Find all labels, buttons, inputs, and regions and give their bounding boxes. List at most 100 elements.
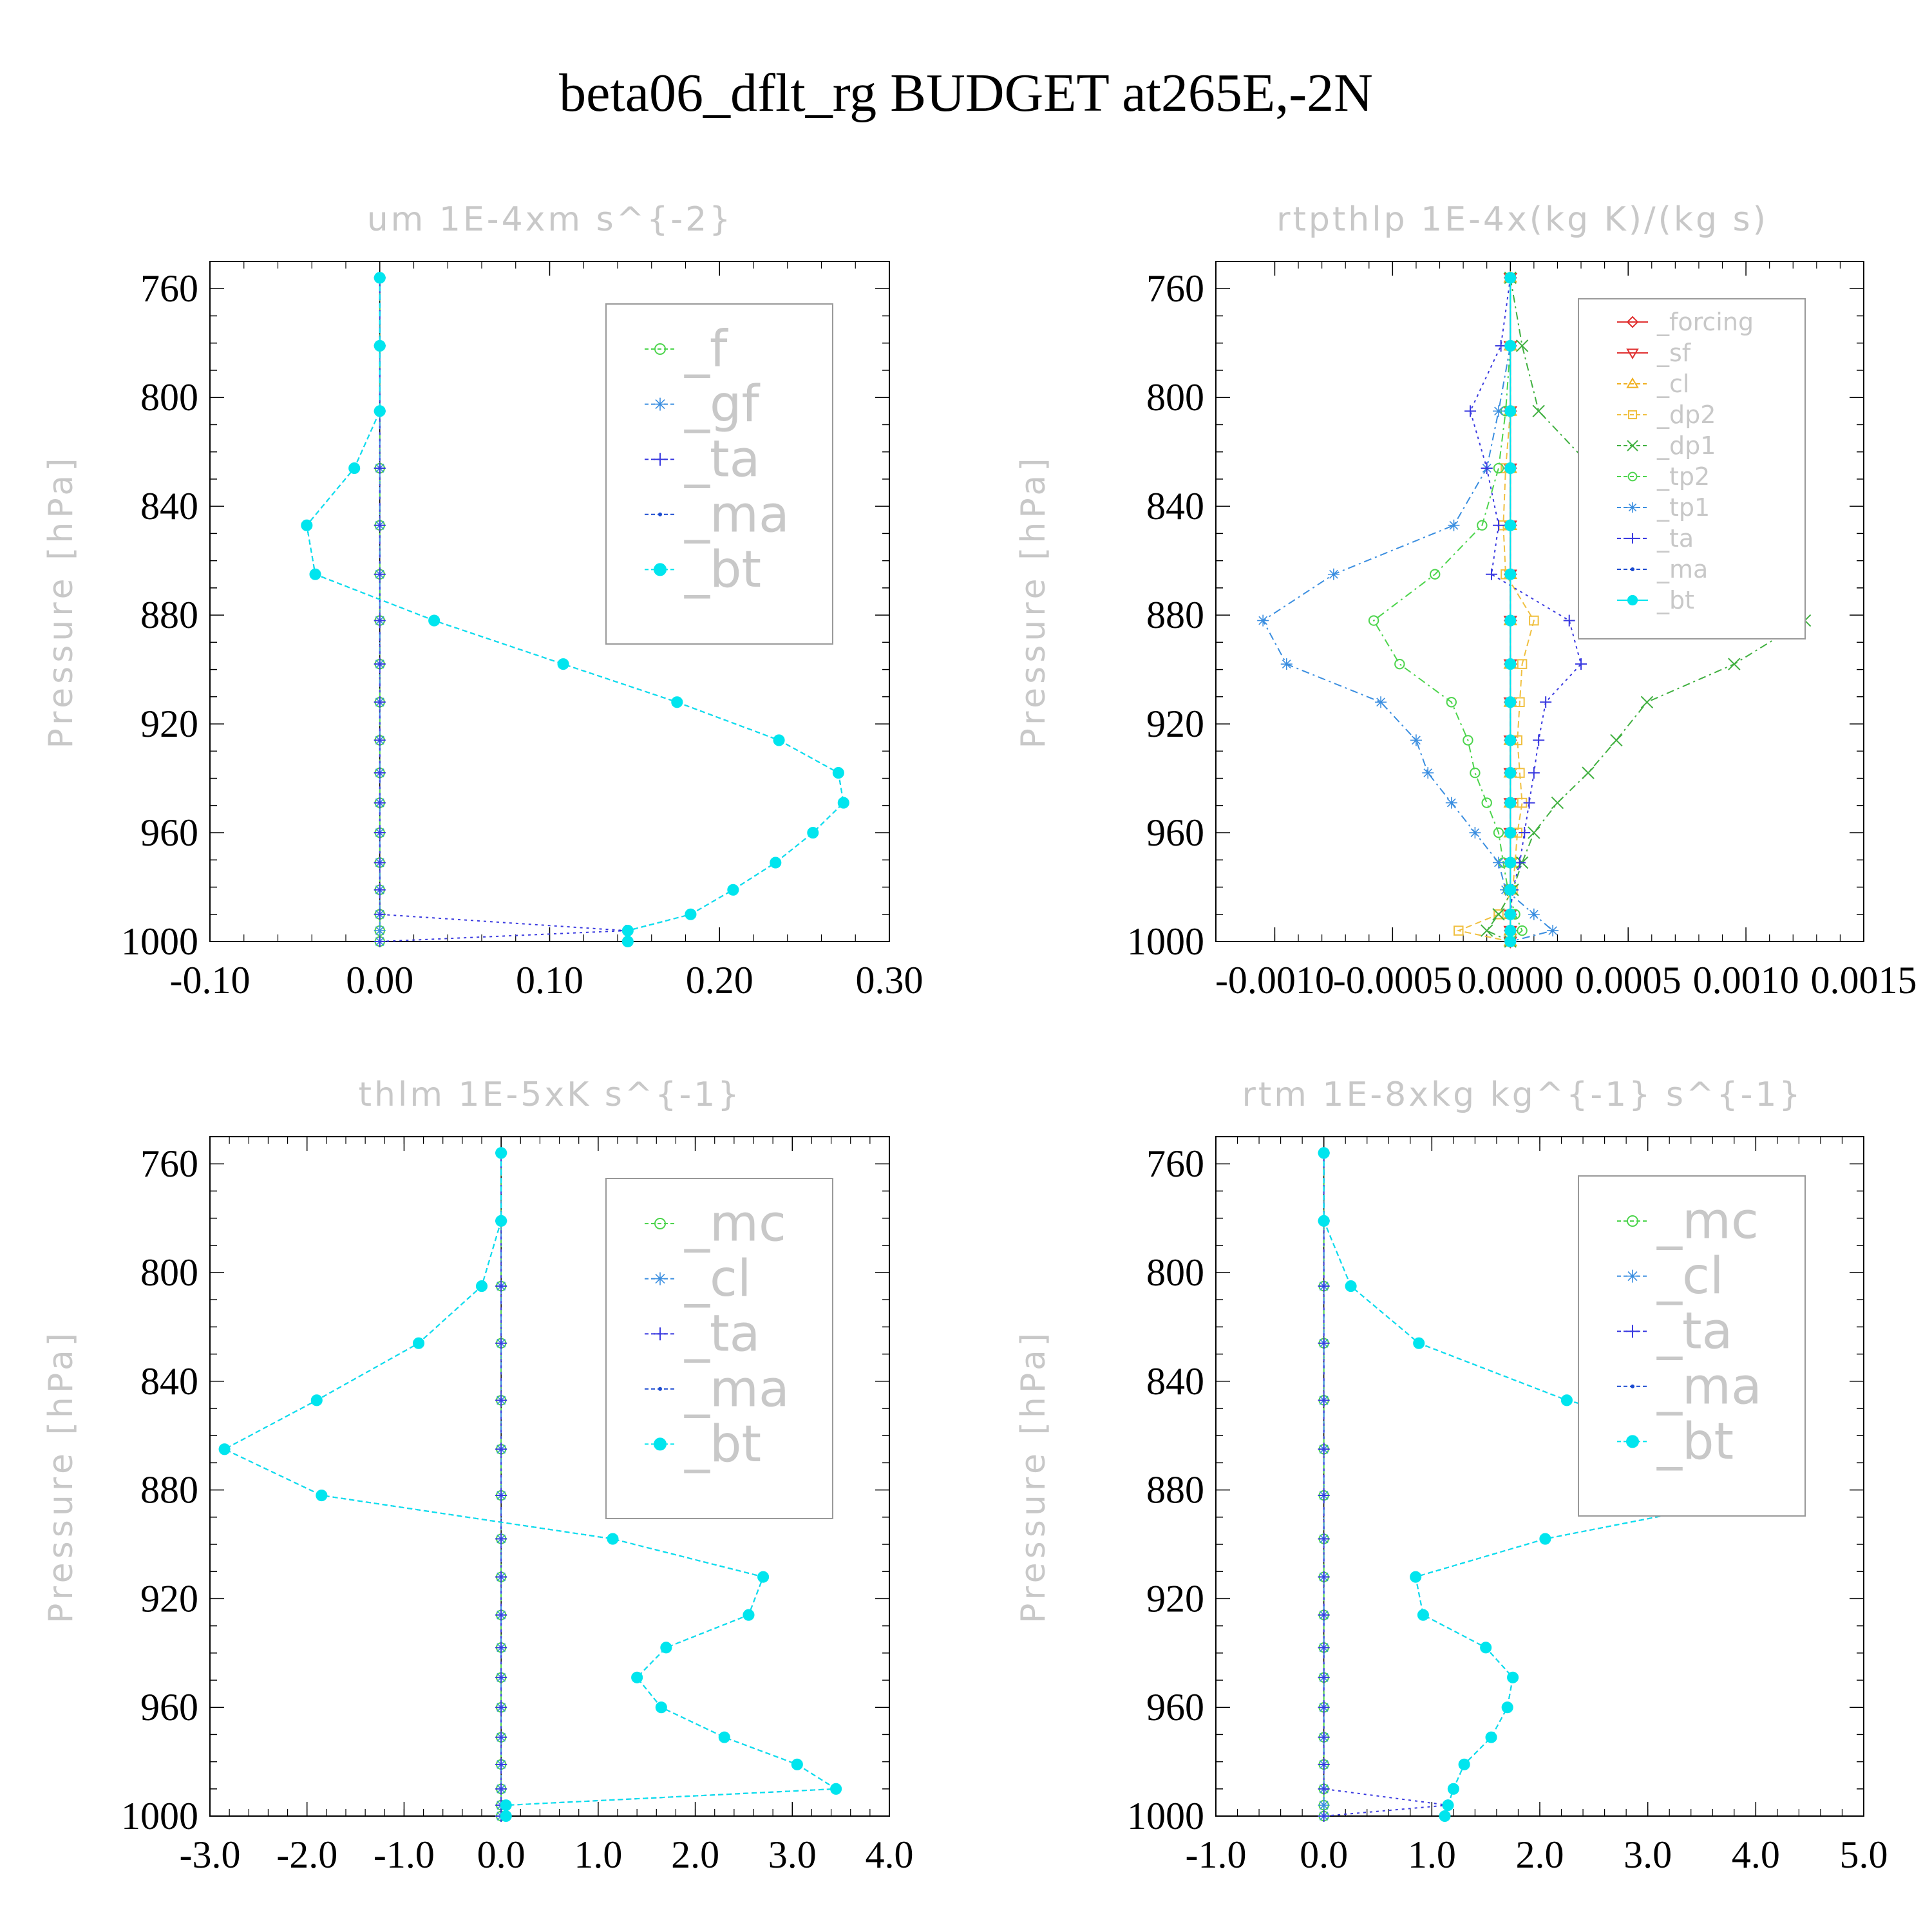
data-point <box>1529 615 1539 626</box>
data-point <box>1318 1215 1330 1227</box>
data-point <box>743 1609 755 1621</box>
y-tick-label: 760 <box>140 267 198 310</box>
data-point <box>1413 1337 1425 1349</box>
data-point <box>1477 520 1488 531</box>
data-point <box>495 1671 507 1683</box>
data-point <box>1430 569 1441 580</box>
data-point <box>1448 519 1460 531</box>
data-point <box>1375 696 1387 708</box>
y-tick-label: 880 <box>140 594 198 636</box>
legend-label: _cl <box>1656 1247 1724 1305</box>
legend-label: _bt <box>1656 1413 1734 1471</box>
data-point <box>1280 658 1293 670</box>
y-tick-label: 760 <box>1146 1142 1204 1185</box>
data-point <box>1318 1337 1330 1349</box>
data-point <box>1492 857 1504 869</box>
data-point <box>1493 909 1504 920</box>
x-tick-label: 0.00 <box>346 959 413 1001</box>
data-point <box>1492 908 1505 921</box>
data-point <box>1318 1609 1330 1621</box>
data-point <box>348 462 361 475</box>
data-point <box>757 1571 770 1583</box>
data-point <box>1728 658 1741 670</box>
y-tick-label: 840 <box>140 485 198 527</box>
legend-label: _f <box>684 321 728 379</box>
y-tick-label: 800 <box>1146 1251 1204 1294</box>
data-point <box>495 1609 507 1621</box>
data-point <box>1492 405 1504 417</box>
data-point <box>1504 519 1517 531</box>
data-point <box>1504 734 1517 746</box>
legend-label: _bt <box>684 1416 761 1473</box>
data-point <box>1523 797 1535 809</box>
panel-title: um 1E-4xm s^{-2} <box>367 200 734 239</box>
data-point <box>660 1642 672 1654</box>
data-point <box>374 734 386 746</box>
data-point <box>495 1701 507 1714</box>
chart-panel-1: um 1E-4xm s^{-2} Pressure [hPa] 760 800 840 8… <box>42 200 923 1001</box>
data-point <box>1458 1758 1470 1770</box>
data-point <box>374 462 386 475</box>
y-tick-label: 1000 <box>1127 920 1204 963</box>
data-point <box>475 1280 488 1293</box>
data-point <box>1504 826 1517 839</box>
data-point <box>1318 1783 1330 1795</box>
data-point <box>1540 696 1552 708</box>
y-tick-label: 800 <box>140 376 198 419</box>
x-tick-label: 1.0 <box>574 1833 622 1876</box>
legend-marker <box>658 1387 662 1391</box>
legend-label: _mc <box>1656 1193 1759 1251</box>
y-tick-label: 920 <box>140 1577 198 1620</box>
data-point <box>309 568 321 580</box>
data-point <box>1532 404 1545 418</box>
data-point <box>1551 796 1564 810</box>
data-point <box>832 767 844 779</box>
data-point <box>1547 925 1559 937</box>
data-point <box>1528 908 1540 920</box>
data-point <box>1470 767 1481 779</box>
legend-marker <box>1627 502 1638 513</box>
legend-label: _bt <box>684 541 761 599</box>
legend-label: _tp1 <box>1656 493 1710 522</box>
data-point <box>1318 1642 1330 1654</box>
series-dp2 <box>1454 272 1539 947</box>
legend: _forcing _sf _cl _dp2_dp1_tp2_tp1_ta_ma _bt <box>1578 298 1806 639</box>
series-ta <box>1464 272 1587 947</box>
data-point <box>495 1533 507 1545</box>
legend-label: _ma <box>1656 555 1708 583</box>
series-ta <box>1318 1147 1454 1822</box>
series-line <box>1372 278 1523 942</box>
data-point <box>374 925 386 937</box>
data-point <box>1327 568 1340 580</box>
plot-frame <box>1215 261 1864 942</box>
data-point <box>374 696 386 708</box>
series-line <box>1456 278 1535 942</box>
y-tick-label: 880 <box>1146 1469 1204 1511</box>
data-point <box>655 1701 667 1714</box>
legend-marker <box>654 343 666 355</box>
x-tick-label: 0.0 <box>1300 1833 1348 1876</box>
x-tick-label: -0.10 <box>170 959 251 1001</box>
data-point <box>1454 925 1464 936</box>
x-tick-label: 1.0 <box>1408 1833 1456 1876</box>
data-point <box>495 1337 507 1349</box>
data-point <box>412 1337 425 1349</box>
legend-label: _ma <box>1656 1358 1762 1416</box>
legend-label: _ta <box>684 431 760 489</box>
legend-marker <box>654 1437 667 1451</box>
legend-marker <box>1626 1269 1639 1283</box>
y-tick-label: 800 <box>1146 376 1204 419</box>
data-point <box>1528 767 1540 779</box>
data-point <box>500 1810 512 1823</box>
y-tick-label: 920 <box>140 703 198 745</box>
data-point <box>607 1533 619 1545</box>
y-tick-label: 960 <box>1146 811 1204 854</box>
data-point <box>1318 1280 1330 1293</box>
data-point <box>495 1642 507 1654</box>
data-point <box>1463 735 1473 746</box>
data-point <box>727 884 739 896</box>
legend-marker <box>1626 377 1639 388</box>
data-point <box>837 797 849 809</box>
x-tick-label: 5.0 <box>1840 1833 1888 1876</box>
data-point <box>1504 568 1517 580</box>
